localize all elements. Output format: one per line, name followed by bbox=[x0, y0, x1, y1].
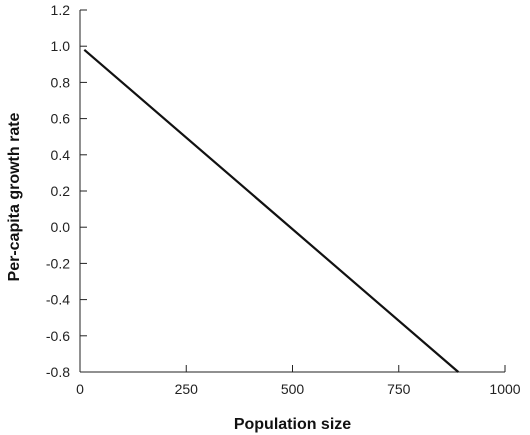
y-axis-title: Per-capita growth rate bbox=[6, 112, 23, 281]
y-tick-label: 1.2 bbox=[51, 2, 71, 18]
y-tick-label: -0.2 bbox=[46, 255, 70, 271]
y-tick-label: 0.0 bbox=[51, 219, 71, 235]
y-tick-label: -0.4 bbox=[46, 292, 70, 308]
series-line bbox=[83, 48, 460, 373]
x-tick-label: 250 bbox=[175, 381, 199, 397]
x-tick-label: 500 bbox=[281, 381, 305, 397]
x-tick-label: 1000 bbox=[489, 381, 520, 397]
x-axis-title: Population size bbox=[234, 416, 351, 433]
series-group bbox=[83, 48, 460, 373]
y-tick-label: 0.8 bbox=[51, 74, 71, 90]
y-tick-label: -0.8 bbox=[46, 364, 70, 380]
y-ticks: -0.8 -0.6 -0.4 -0.2 0.0 0.2 0.4 0.6 0.8 1.0 1.2 bbox=[46, 2, 87, 380]
x-ticks: 0 250 500 750 1000 bbox=[76, 365, 521, 397]
y-tick-label: 0.2 bbox=[51, 183, 71, 199]
y-tick-label: 1.0 bbox=[51, 38, 71, 54]
x-tick-label: 750 bbox=[387, 381, 411, 397]
y-tick-label: 0.4 bbox=[51, 147, 71, 163]
axes bbox=[79, 10, 505, 373]
y-tick-label: -0.6 bbox=[46, 328, 70, 344]
y-tick-label: 0.6 bbox=[51, 111, 71, 127]
x-tick-label: 0 bbox=[76, 381, 84, 397]
